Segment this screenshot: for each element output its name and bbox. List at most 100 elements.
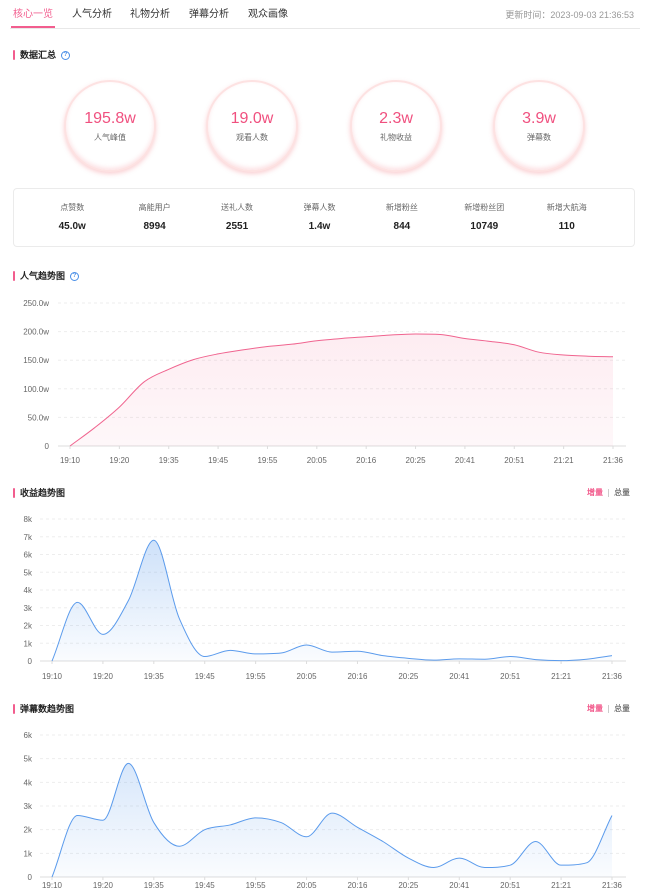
x-tick-label: 21:21 [551,881,572,890]
data-point [340,336,344,340]
y-tick-label: 150.0w [23,356,49,365]
data-point [330,811,334,815]
x-tick-label: 20:25 [398,672,419,681]
x-tick-label: 19:55 [257,456,278,465]
data-point [177,844,181,848]
data-point [406,856,410,860]
data-point [508,655,512,659]
section-marker [13,271,15,281]
toggle-total[interactable]: 总量 [614,488,630,497]
x-tick-label: 20:41 [455,456,476,465]
y-tick-label: 4k [24,778,33,787]
data-point [355,649,359,653]
stat-value: 1.4w [308,221,331,232]
x-tick-label: 19:20 [93,881,114,890]
data-point [389,333,393,337]
section-title-revenue-trend: 收益趋势图 [13,487,65,499]
stat-value: 45.0w [58,221,86,232]
metric-value: 3.9w [522,110,556,127]
x-tick-label: 20:16 [347,881,368,890]
tab-gift-analysis[interactable]: 礼物分析 [130,9,170,20]
data-point [305,835,309,839]
series-line [69,333,614,447]
stat-danmaku-senders: 弹幕人数 1.4w [278,189,360,246]
data-point [93,426,97,430]
stat-value: 844 [393,221,411,232]
section-title-danmaku-trend: 弹幕数趋势图 [13,703,74,715]
data-point [101,818,105,822]
help-icon[interactable] [61,50,71,60]
toggle-increment[interactable]: 增量 [587,488,603,497]
data-point [265,344,269,348]
x-tick-label: 19:20 [109,456,130,465]
data-point [330,650,334,654]
data-point [126,599,130,603]
data-point [381,654,385,658]
y-tick-label: 50.0w [28,413,50,422]
data-point [512,343,516,347]
data-point [152,821,156,825]
data-point [483,866,487,870]
series-area [52,540,612,661]
x-tick-label: 19:45 [195,881,216,890]
metric-circle-peak-popularity: 195.8w 人气峰值 [64,80,156,172]
help-icon[interactable] [70,271,80,281]
y-tick-label: 7k [24,533,33,542]
data-point [534,658,538,662]
x-tick-label: 20:16 [347,672,368,681]
x-tick-label: 19:10 [60,456,81,465]
y-tick-label: 6k [24,551,33,560]
x-tick-label: 20:25 [406,456,427,465]
series-line [51,539,613,662]
data-point [167,367,171,371]
y-tick-label: 2k [24,826,33,835]
data-point [559,863,563,867]
toggle-divider [608,489,609,497]
data-point [203,828,207,832]
data-point [228,823,232,827]
data-point [75,813,79,817]
y-tick-label: 0 [45,442,50,451]
stat-label: 送礼人数 [221,203,254,212]
data-point [534,840,538,844]
danmaku-mode-toggle: 增量 总量 [587,703,630,715]
data-point [101,632,105,636]
toggle-total[interactable]: 总量 [614,704,630,713]
y-tick-label: 1k [24,639,33,648]
stat-value: 8994 [143,221,166,232]
metric-circle-viewers: 19.0w 观看人数 [206,80,298,172]
x-tick-label: 21:36 [602,881,623,890]
data-point [50,875,54,879]
tab-audience-profile[interactable]: 观众画像 [248,9,288,20]
data-point [438,332,442,336]
tab-popularity-analysis[interactable]: 人气分析 [72,9,112,20]
y-tick-label: 6k [24,731,33,740]
stat-new-followers: 新增粉丝 844 [361,189,443,246]
tab-core-overview[interactable]: 核心一览 [11,9,55,28]
data-point [463,336,467,340]
section-marker [13,50,15,60]
data-point [610,654,614,658]
data-point [364,335,368,339]
revenue-trend-chart[interactable]: 0 1k 2k 3k 4k 5k 6k 7k 8k 19:10 19:20 19:35 19:45 19:… [0,510,652,686]
data-point [68,444,72,448]
stat-label: 新增粉丝 [385,203,418,212]
data-point [126,761,130,765]
toggle-increment[interactable]: 增量 [587,704,603,713]
data-point [414,332,418,336]
y-tick-label: 5k [24,568,33,577]
y-tick-label: 8k [24,515,33,524]
x-tick-label: 19:35 [144,672,165,681]
tab-danmaku-analysis[interactable]: 弹幕分析 [189,9,229,20]
y-tick-label: 0 [28,873,33,882]
danmaku-trend-chart[interactable]: 0 1k 2k 3k 4k 5k 6k 19:10 19:20 19:35 19:45 19:55 20… [0,726,652,890]
data-point [432,866,436,870]
metric-circle-gift-revenue: 2.3w 礼物收益 [350,80,442,172]
x-tick-label: 19:35 [159,456,180,465]
x-tick-label: 20:16 [356,456,377,465]
data-point [142,380,146,384]
x-tick-label: 19:10 [42,881,63,890]
data-point [432,658,436,662]
popularity-trend-chart[interactable]: 0 50.0w 100.0w 150.0w 200.0w 250.0w 19:10 19:20… [0,295,652,470]
x-tick-label: 19:35 [144,881,165,890]
